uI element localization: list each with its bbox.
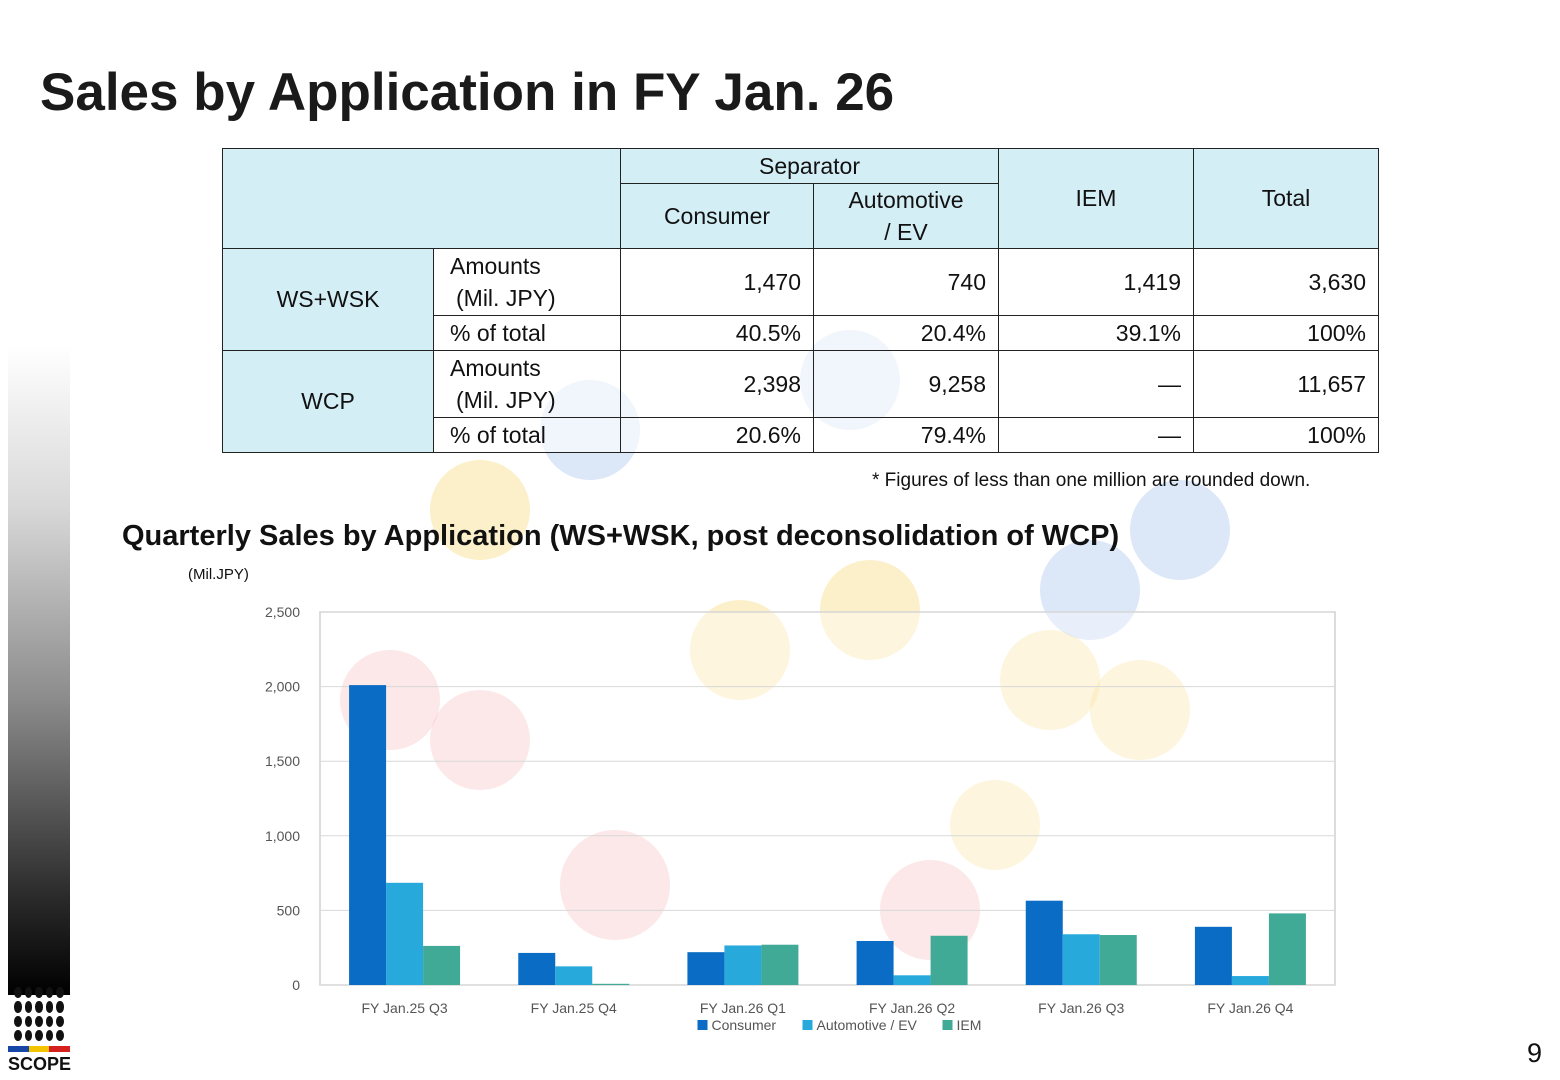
cell-value: 11,657: [1193, 350, 1379, 418]
page-title: Sales by Application in FY Jan. 26: [40, 63, 895, 122]
header-automotive-line2: / EV: [884, 219, 928, 245]
chart-title: Quarterly Sales by Application (WS+WSK, …: [122, 520, 1120, 552]
legend-swatch: [942, 1020, 953, 1030]
table-header-blank: [222, 148, 621, 249]
footnote: * Figures of less than one million are r…: [872, 470, 1311, 491]
legend-swatch: [802, 1020, 813, 1030]
cell-value: 79.4%: [813, 417, 999, 453]
header-total: Total: [1193, 148, 1379, 249]
y-tick-label: 2,000: [265, 679, 300, 695]
cell-value: 9,258: [813, 350, 999, 418]
bar: [724, 945, 762, 985]
cell-value: 20.4%: [813, 315, 999, 351]
x-tick-label: FY Jan.26 Q4: [1207, 1000, 1293, 1016]
table-row: WCP Amounts (Mil. JPY) 2,398 9,258 — 11,…: [222, 350, 1379, 453]
cell-value: 740: [813, 248, 999, 316]
cell-value: 40.5%: [620, 315, 814, 351]
cell-value: 3,630: [1193, 248, 1379, 316]
background-decoration: [560, 830, 670, 940]
background-decoration: [430, 460, 530, 560]
cell-value: 1,419: [998, 248, 1194, 316]
bar: [518, 952, 556, 985]
y-tick-label: 1,000: [265, 828, 300, 844]
row-label-pct: % of total: [433, 315, 621, 351]
sidebar-gradient: [8, 345, 70, 995]
cell-value: 100%: [1193, 315, 1379, 351]
legend-swatch: [697, 1020, 708, 1030]
background-decoration: [1090, 660, 1190, 760]
cell-value: 1,470: [620, 248, 814, 316]
bar: [1025, 900, 1063, 985]
x-tick-label: FY Jan.26 Q1: [700, 1000, 786, 1016]
y-tick-label: 1,500: [265, 753, 300, 769]
bar: [349, 685, 387, 985]
background-decoration: [690, 600, 790, 700]
legend-label: IEM: [957, 1017, 982, 1033]
flag-stripe: [8, 1046, 71, 1052]
x-tick-label: FY Jan.26 Q3: [1038, 1000, 1124, 1016]
row-label-amounts: Amounts (Mil. JPY): [433, 248, 621, 316]
background-decoration: [950, 780, 1040, 870]
bar: [893, 975, 931, 985]
header-automotive: Automotive / EV: [813, 183, 999, 249]
row-label-line2: (Mil. JPY): [456, 387, 556, 413]
background-decoration: [1000, 630, 1100, 730]
bar: [930, 935, 968, 985]
table-row: % of total 40.5% 20.4% 39.1% 100%: [223, 315, 1379, 351]
bar: [1062, 934, 1100, 985]
row-label-line1: Amounts: [450, 355, 541, 381]
table-row: % of total 20.6% 79.4% — 100%: [223, 417, 1379, 453]
sales-table: Separator IEM Total Consumer Automotive …: [222, 148, 1379, 453]
table-row: WS+WSK Amounts (Mil. JPY) 1,470 740 1,41…: [222, 248, 1379, 351]
x-tick-label: FY Jan.25 Q3: [362, 1000, 448, 1016]
cell-value: 2,398: [620, 350, 814, 418]
y-tick-label: 2,500: [265, 604, 300, 620]
y-tick-label: 500: [277, 902, 301, 918]
x-tick-label: FY Jan.26 Q2: [869, 1000, 955, 1016]
legend-label: Consumer: [712, 1017, 777, 1033]
bar-chart: 0 500 1,000 1,500 2,000 2,500 FY Jan.25 Q3 FY J…: [265, 604, 1336, 1033]
x-tick-label: FY Jan.25 Q4: [531, 1000, 617, 1016]
segment-ws-wsk: WS+WSK: [222, 248, 434, 351]
background-decoration: [820, 560, 920, 660]
y-tick-label: 0: [292, 977, 300, 993]
row-label-pct: % of total: [433, 417, 621, 453]
table-header-row: Consumer Automotive / EV: [223, 183, 1379, 249]
row-label-line1: Amounts: [450, 253, 541, 279]
page-number: 9: [1527, 1038, 1543, 1068]
cell-value: 20.6%: [620, 417, 814, 453]
background-decoration: [1040, 540, 1140, 640]
cell-value: 39.1%: [998, 315, 1194, 351]
bar: [555, 966, 593, 985]
background-decoration: [430, 690, 530, 790]
cell-value: —: [998, 350, 1194, 418]
unit-label: (Mil.JPY): [188, 566, 249, 583]
legend-label: Automotive / EV: [817, 1017, 918, 1033]
header-automotive-line1: Automotive: [848, 187, 964, 213]
plot-area: [319, 611, 1336, 986]
bar: [1231, 976, 1269, 985]
header-separator: Separator: [620, 148, 999, 184]
bar: [856, 940, 894, 985]
table-header-row: Separator IEM Total: [222, 148, 1379, 249]
cell-value: —: [998, 417, 1194, 453]
header-iem: IEM: [998, 148, 1194, 249]
bar: [761, 944, 799, 985]
bar: [687, 952, 725, 985]
cell-value: 100%: [1193, 417, 1379, 453]
scope-logo-icon: [8, 985, 70, 1043]
bar: [1268, 913, 1306, 985]
segment-wcp: WCP: [222, 350, 434, 453]
bar: [1099, 935, 1137, 985]
background-decoration: [1130, 480, 1230, 580]
row-label-line2: (Mil. JPY): [456, 285, 556, 311]
header-consumer: Consumer: [620, 183, 814, 249]
bar: [423, 945, 461, 985]
bar: [1194, 926, 1232, 985]
logo-text: SCOPE: [8, 1054, 72, 1074]
bar: [592, 983, 630, 985]
bar: [386, 882, 424, 985]
row-label-amounts: Amounts (Mil. JPY): [433, 350, 621, 418]
